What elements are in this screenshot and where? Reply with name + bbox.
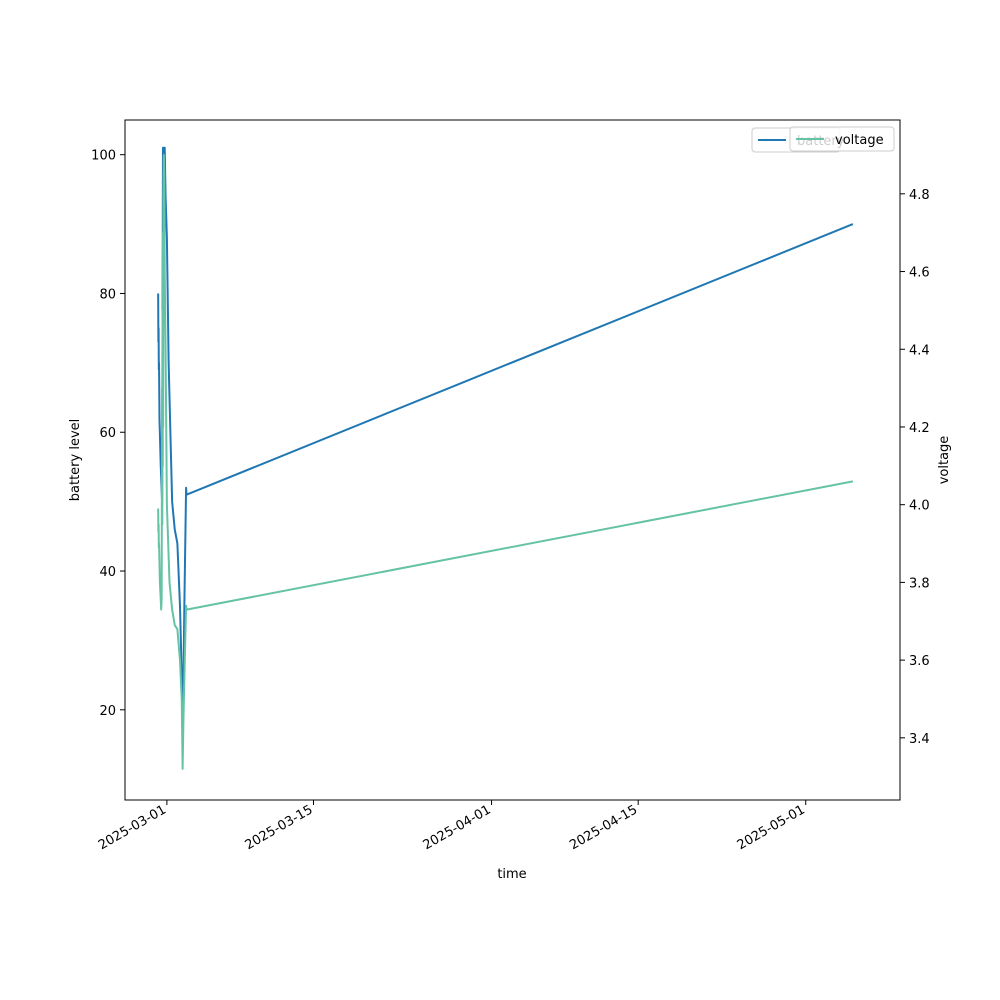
y-right-tick-label: 4.6 [909,266,930,281]
x-axis-label: time [497,867,526,882]
y-left-tick-label: 20 [99,704,116,719]
y-right-tick-label: 3.4 [909,732,930,747]
series-layer [157,146,854,770]
y-right-tick-label: 4.8 [909,188,930,203]
y-left-tick-label: 40 [99,565,116,580]
legend-voltage: voltage [789,126,895,152]
y-right-tick-label: 3.8 [909,576,930,591]
y-right-tick-label: 4.0 [909,499,930,514]
y-left-tick-label: 80 [99,287,116,302]
y-right-tick-label: 3.6 [909,654,930,669]
y-right-tick-label: 4.4 [909,343,930,358]
y-right-tick-label: 4.2 [909,421,930,436]
series-line-voltage [157,153,854,770]
y-axis-right-label: voltage [937,436,952,485]
y-axis-left-label: battery level [68,419,83,502]
plot-area-frame [124,119,901,801]
y-axis-left: 20 40 60 80 100 [91,149,125,719]
legend-box-voltage [789,126,895,152]
y-axis-right: 3.4 3.6 3.8 4.0 4.2 4.4 4.6 4.8 [900,188,930,747]
legend-label-voltage: voltage [835,133,884,148]
y-left-tick-label: 60 [99,426,116,441]
y-left-tick-label: 100 [91,149,116,164]
